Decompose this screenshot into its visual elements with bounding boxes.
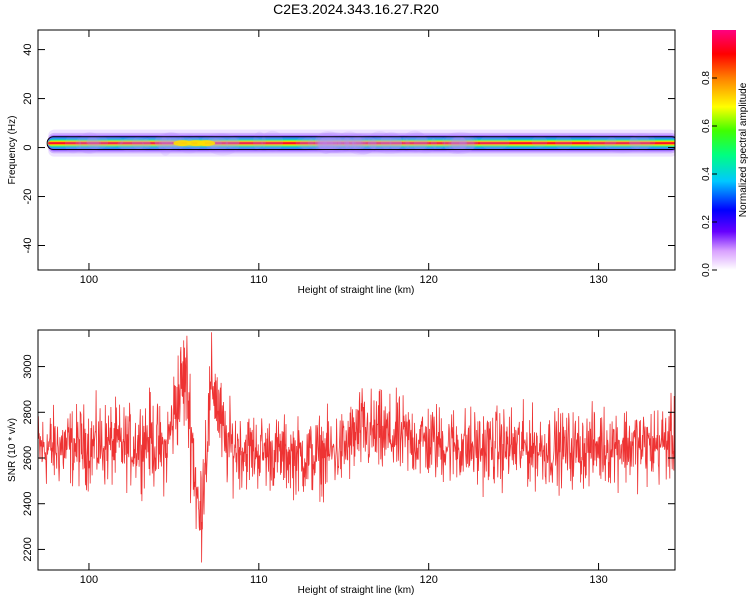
spectrogram-axes: 100 110 120 130 40 20 0 -20 -40 — [22, 30, 675, 286]
snr-xtick-label: 110 — [250, 574, 268, 586]
spectrogram-xlabel: Height of straight line (km) — [298, 285, 415, 296]
spectrogram-cloud — [209, 137, 229, 151]
snr-xtick-label: 130 — [589, 574, 607, 586]
spectrogram-cloud — [131, 136, 151, 150]
colorbar-tick-label: 0.8 — [701, 71, 712, 85]
colorbar-gradient — [712, 30, 736, 270]
spectrogram-ytick-label: -20 — [22, 189, 34, 205]
spectrogram-cloud — [117, 137, 152, 153]
spectrogram-cloud — [459, 134, 476, 152]
spectrogram-cloud — [317, 136, 357, 153]
spectrogram-cloud — [322, 138, 350, 152]
spectrogram-cloud — [299, 136, 328, 152]
spectrogram-cloud — [78, 132, 101, 154]
colorbar-label: Normalized spectral amplitude — [738, 82, 749, 217]
colorbar-tick-label: 0.4 — [701, 167, 712, 181]
spectrogram-cloud — [337, 131, 362, 152]
colorbar-tick-label: 0.6 — [701, 119, 712, 133]
spectrogram-ytick-label: 0 — [22, 144, 34, 150]
spectrogram-cloud — [370, 133, 410, 154]
spectrogram-xtick-label: 110 — [250, 274, 268, 286]
snr-ytick-label: 2800 — [22, 400, 34, 424]
snr-ylabel: SNR (10 * v/v) — [7, 418, 18, 482]
spectrogram-band — [46, 129, 675, 157]
spectrogram-cloud — [555, 134, 573, 151]
spectrogram-xtick-label: 100 — [80, 274, 98, 286]
colorbar-ticks: 0.0 0.2 0.4 0.6 0.8 — [701, 71, 717, 277]
spectrogram-cloud — [314, 132, 338, 154]
colorbar-tick-label: 0.0 — [701, 263, 712, 277]
spectrogram-cloud — [343, 134, 363, 152]
spectrogram-cloud — [405, 132, 429, 153]
snr-xtick-label: 100 — [80, 574, 98, 586]
spectrogram-xtick-label: 130 — [589, 274, 607, 286]
spectrogram-cloud — [604, 134, 641, 154]
spectrogram-cloud — [588, 134, 617, 149]
snr-xlabel: Height of straight line (km) — [298, 585, 415, 596]
snr-axes: 100 110 120 130 3000 2800 2600 2400 2200 — [22, 330, 675, 586]
spectrogram-cloud — [629, 133, 656, 150]
spectrogram-cloud — [531, 135, 548, 148]
snr-series-line — [38, 332, 675, 563]
spectrogram-cloud — [307, 134, 344, 152]
spectrogram-cloud — [75, 134, 99, 154]
figure-title: C2E3.2024.343.16.27.R20 — [273, 1, 439, 17]
spectrogram-band-outline — [46, 136, 675, 151]
spectrogram-cloud — [86, 134, 109, 150]
spectrogram-cloud — [367, 137, 403, 152]
spectrogram-cloud — [451, 136, 468, 151]
spectrogram-cloud — [451, 135, 466, 151]
colorbar-tick-label: 0.2 — [701, 215, 712, 229]
spectrogram-frame — [37, 29, 676, 271]
spectrogram-cloud — [402, 130, 427, 153]
spectrogram-cloud — [158, 134, 173, 156]
snr-panel: 100 110 120 130 3000 2800 2600 2400 2200 Height … — [7, 329, 676, 596]
spectrogram-ytick-label: -40 — [22, 238, 34, 254]
spectrogram-cloud — [253, 131, 266, 152]
spectrogram-cloud — [479, 134, 510, 151]
snr-frame — [37, 329, 676, 571]
spectrogram-cloud — [154, 135, 168, 148]
spectrogram-cloud — [317, 135, 355, 152]
spectrogram-xtick-label: 120 — [420, 274, 438, 286]
snr-ytick-label: 2400 — [22, 491, 34, 515]
spectrogram-cloud — [413, 134, 437, 154]
spectrogram-ytick-label: 40 — [22, 43, 34, 55]
spectrogram-cloud — [352, 133, 366, 151]
spectrogram-ylabel: Frequency (Hz) — [7, 116, 18, 185]
spectrogram-disturbance — [197, 140, 216, 147]
spectrogram-cloud — [295, 136, 314, 149]
spectrogram-cloud — [629, 134, 651, 152]
spectrogram-cloud — [86, 135, 124, 148]
spectrogram-cloud — [261, 130, 284, 153]
snr-ytick-label: 2200 — [22, 537, 34, 561]
spectrogram-panel: 100 110 120 130 40 20 0 -20 -40 Height of straig… — [7, 29, 676, 296]
spectrogram-cloud — [64, 134, 82, 154]
spectrogram-cloud — [314, 131, 342, 152]
spectrogram-cloud — [119, 137, 144, 153]
spectrogram-cloud — [142, 135, 182, 151]
spectrogram-cloud — [389, 134, 403, 151]
snr-ytick-label: 2600 — [22, 446, 34, 470]
spectrogram-cloud — [430, 136, 446, 150]
spectrogram-cloud — [225, 135, 263, 152]
spectrogram-ytick-label: 20 — [22, 92, 34, 104]
snr-xtick-label: 120 — [420, 574, 438, 586]
spectrogram-cloud — [342, 134, 371, 149]
snr-ytick-label: 3000 — [22, 354, 34, 378]
spectrogram-disturbance — [173, 140, 192, 147]
colorbar: 0.0 0.2 0.4 0.6 0.8 Normalized spectral ampl… — [701, 30, 749, 277]
